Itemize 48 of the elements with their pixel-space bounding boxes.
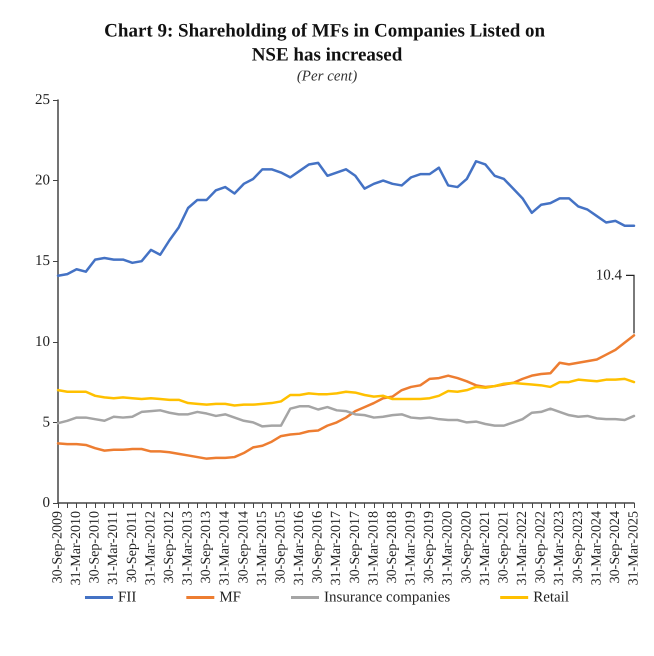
- line-series: [56, 405, 636, 428]
- x-tick-label: 30-Sep-2018: [384, 511, 400, 584]
- x-tick-label: 30-Sep-2023: [570, 511, 586, 584]
- x-tick-label: 30-Sep-2016: [310, 511, 326, 584]
- y-tick-label: 10: [35, 334, 50, 350]
- y-tick-label: 0: [42, 495, 50, 511]
- x-tick-label: 30-Sep-2014: [236, 511, 252, 584]
- x-tick-label: 31-Mar-2016: [292, 511, 308, 586]
- x-tick-label: 31-Mar-2017: [329, 511, 344, 586]
- y-tick-label: 5: [42, 414, 50, 430]
- x-tick-label: 30-Sep-2021: [496, 511, 512, 584]
- x-tick-label: 30-Sep-2017: [348, 511, 363, 584]
- x-tick-label: 31-Mar-2025: [626, 511, 642, 586]
- x-tick-label: 30-Sep-2009: [50, 511, 66, 584]
- chart-subtitle: (Per cent): [296, 68, 358, 84]
- x-tick-label: 31-Mar-2023: [552, 511, 568, 586]
- x-tick-label: 30-Sep-2012: [162, 511, 177, 584]
- legend-label: Insurance companies: [324, 590, 450, 606]
- chart-title: Chart 9: Shareholding of MFs in Companies Listed on NSE has increased: [104, 20, 550, 66]
- legend-label: Retail: [533, 590, 570, 606]
- x-tick-label: 31-Mar-2018: [366, 511, 382, 586]
- x-tick-label: 30-Sep-2019: [422, 511, 438, 584]
- line-series: [56, 334, 636, 460]
- line-series: [56, 378, 636, 407]
- x-tick-label: 30-Sep-2015: [273, 511, 288, 584]
- x-tick-label: 31-Mar-2021: [478, 511, 493, 586]
- x-tick-label: 30-Sep-2011: [124, 511, 140, 583]
- y-tick-label: 15: [35, 253, 50, 270]
- x-tick-label: 31-Mar-2010: [69, 511, 84, 586]
- x-tick-label: 31-Mar-2019: [404, 511, 419, 586]
- y-tick-label: 25: [35, 92, 50, 108]
- x-tick-label: 30-Sep-2020: [459, 511, 474, 584]
- y-tick-label: 20: [35, 172, 50, 189]
- legend-label: MF: [219, 590, 242, 606]
- x-tick-label: 30-Sep-2013: [199, 511, 214, 584]
- x-tick-label: 31-Mar-2012: [143, 511, 158, 586]
- annotation: 10.4: [596, 267, 622, 284]
- x-tick-label: 31-Mar-2014: [218, 511, 233, 586]
- x-tick-label: 30-Sep-2010: [88, 511, 103, 584]
- legend-label: FII: [118, 590, 136, 606]
- x-tick-label: 31-Mar-2011: [106, 511, 122, 585]
- x-tick-label: 31-Mar-2015: [254, 511, 270, 586]
- x-tick-label: 31-Mar-2022: [515, 511, 530, 586]
- x-tick-label: 31-Mar-2013: [180, 511, 196, 586]
- x-tick-label: 30-Sep-2024: [608, 511, 623, 584]
- x-tick-label: 30-Sep-2022: [534, 511, 549, 584]
- x-tick-label: 31-Mar-2024: [589, 511, 604, 586]
- x-tick-label: 31-Mar-2020: [440, 511, 456, 586]
